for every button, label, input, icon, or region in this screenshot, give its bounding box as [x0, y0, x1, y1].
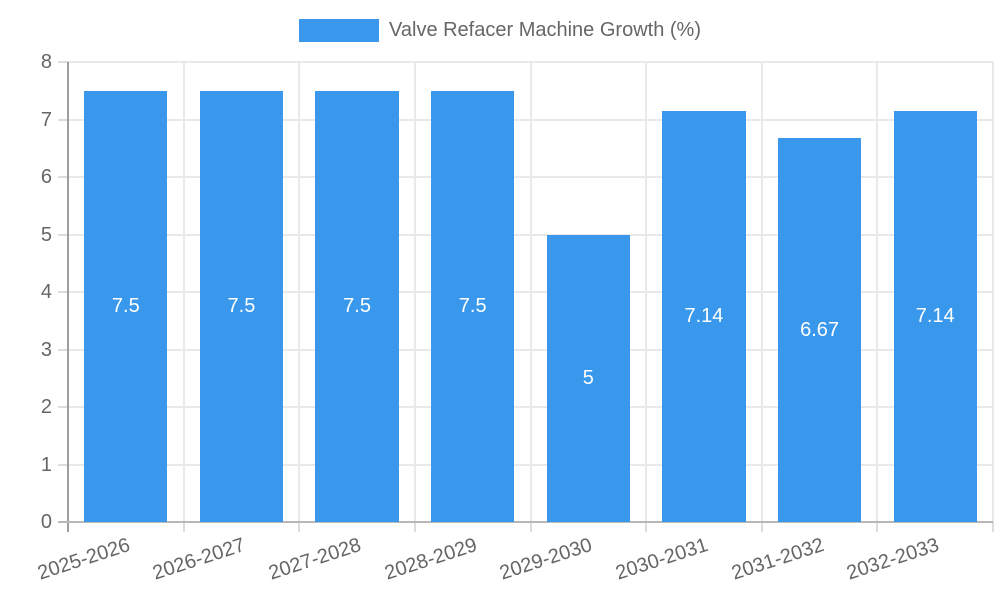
y-axis-tick	[58, 463, 68, 466]
x-axis-tick	[876, 522, 879, 532]
y-axis-tick	[58, 61, 68, 63]
bar: 7.5	[431, 90, 515, 522]
y-axis-tick	[58, 233, 68, 236]
x-axis-tick	[529, 522, 532, 532]
bar-value-label: 7.5	[343, 294, 371, 317]
y-axis-tick	[58, 348, 68, 351]
bar-value-label: 7.14	[915, 305, 955, 328]
bar-value-label: 5	[582, 366, 594, 389]
v-gridline	[992, 62, 994, 522]
y-axis-tick-label: 0	[40, 511, 52, 533]
v-gridline	[645, 62, 648, 522]
y-axis-tick	[58, 291, 68, 293]
bar: 7.5	[84, 90, 168, 522]
x-axis-tick	[413, 522, 416, 532]
legend-swatch-icon	[299, 19, 380, 42]
bar: 5	[546, 234, 630, 522]
bar-value-label: 6.67	[800, 318, 840, 341]
bar: 7.5	[315, 90, 399, 522]
v-gridline	[529, 62, 532, 522]
x-axis-tick	[182, 522, 185, 532]
v-gridline	[876, 62, 879, 522]
y-axis-tick-label: 6	[40, 166, 52, 188]
legend-label: Valve Refacer Machine Growth (%)	[389, 19, 701, 41]
x-axis-tick	[992, 522, 994, 532]
y-axis-tick-label: 5	[40, 223, 52, 246]
bar: 7.14	[893, 111, 977, 522]
y-axis-tick-label: 2	[40, 396, 52, 418]
v-gridline	[298, 62, 301, 522]
bar-value-label: 7.5	[458, 294, 487, 317]
bar-value-label: 7.14	[684, 305, 724, 328]
v-gridline	[760, 62, 763, 522]
y-axis-tick-label: 1	[40, 453, 52, 476]
y-axis-tick-label: 7	[40, 108, 52, 131]
y-axis-tick-label: 4	[40, 281, 52, 303]
x-axis-tick	[298, 522, 301, 532]
y-axis-tick	[58, 176, 68, 178]
bar-value-label: 7.5	[227, 294, 256, 317]
y-axis-line	[67, 62, 69, 532]
y-axis-tick	[58, 406, 68, 408]
y-axis-tick	[58, 118, 68, 121]
x-axis-tick	[645, 522, 648, 532]
x-axis-tick	[760, 522, 763, 532]
bar: 7.5	[199, 90, 284, 522]
chart-legend[interactable]: Valve Refacer Machine Growth (%)	[299, 19, 701, 42]
bar-value-label: 7.5	[111, 294, 140, 317]
y-axis-tick-label: 8	[40, 51, 52, 73]
v-gridline	[413, 62, 416, 522]
bar: 6.67	[777, 138, 862, 522]
x-axis-line	[58, 521, 993, 523]
bar: 7.14	[662, 111, 746, 522]
v-gridline	[182, 62, 185, 522]
y-axis-tick-label: 3	[40, 338, 52, 361]
